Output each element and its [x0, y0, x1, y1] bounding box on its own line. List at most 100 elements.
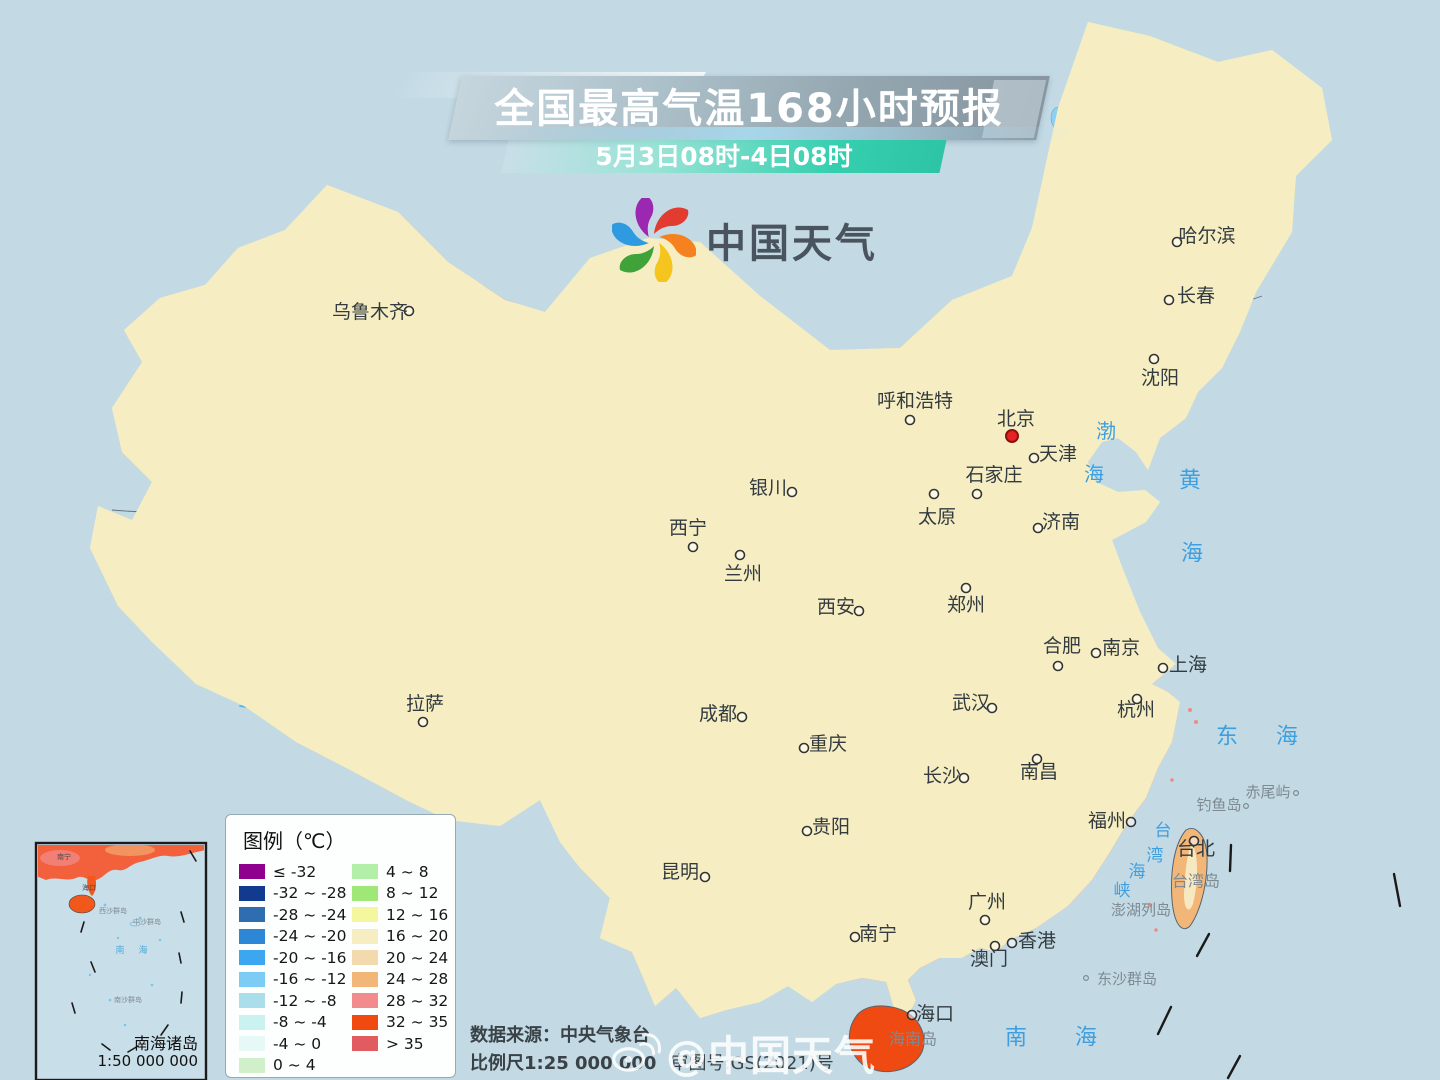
- legend-swatch: [352, 1014, 378, 1030]
- inset-dash-segment: [71, 1002, 76, 1014]
- inset-dash-segment: [90, 961, 96, 973]
- islet-marker: [1292, 789, 1299, 796]
- city: 重庆: [798, 733, 847, 755]
- legend-row: -4 ~ 0: [239, 1033, 352, 1055]
- sea-label: 台: [1155, 821, 1172, 841]
- data-source: 数据来源：中央气象台: [470, 1025, 650, 1046]
- sea-label: 海: [1181, 542, 1203, 567]
- city-marker: [801, 825, 813, 837]
- city: 太原: [918, 488, 956, 528]
- legend-label: -16 ~ -12: [273, 970, 347, 989]
- city: 武汉: [952, 692, 998, 714]
- city-label: 呼和浩特: [877, 390, 953, 412]
- islet-marker: [1082, 974, 1089, 981]
- city-marker: [1028, 452, 1040, 464]
- city-marker: [1171, 236, 1183, 248]
- city-label: 成都: [699, 703, 737, 725]
- city-marker: [849, 931, 861, 943]
- city-label: 银川: [749, 477, 787, 499]
- capital-marker: [1005, 429, 1019, 443]
- city: 西安: [817, 596, 865, 618]
- inset-dash-segment: [160, 1024, 169, 1036]
- city-marker: [1131, 693, 1143, 705]
- coastal-islets: [1147, 708, 1198, 932]
- city-marker: [699, 871, 711, 883]
- inset-dash-segment: [180, 991, 183, 1004]
- legend-label: 0 ~ 4: [273, 1056, 316, 1075]
- brand-name: 中国天气: [706, 221, 878, 267]
- legend-row: 32 ~ 35: [352, 1012, 452, 1034]
- legend-swatch: [352, 885, 378, 901]
- city-marker: [904, 414, 916, 426]
- legend-label: 28 ~ 32: [386, 991, 449, 1010]
- city: 香港: [1006, 930, 1056, 952]
- inset-scale: 1:50 000 000: [97, 1052, 198, 1070]
- legend-label: -20 ~ -16: [273, 948, 347, 967]
- legend-swatch: [239, 928, 265, 944]
- city: 南昌: [1020, 753, 1058, 783]
- city-label: 南昌: [1020, 761, 1058, 783]
- watermark: @中国天气: [610, 1022, 876, 1080]
- city-label: 西安: [817, 596, 855, 618]
- island-label: 海南岛: [889, 1030, 937, 1049]
- legend-label: -24 ~ -20: [273, 927, 347, 946]
- inset-label: 西沙群岛: [99, 906, 127, 915]
- city-label: 上海: [1169, 654, 1207, 676]
- islet-marker: [1242, 802, 1249, 809]
- legend-label: -4 ~ 0: [273, 1034, 322, 1053]
- city-marker: [687, 541, 699, 553]
- legend-label: 16 ~ 20: [386, 927, 449, 946]
- city-marker: [1031, 753, 1043, 765]
- city-marker: [1188, 835, 1200, 847]
- sea-label: 海: [1075, 1026, 1097, 1051]
- legend-swatch: [239, 864, 265, 880]
- legend-row: 8 ~ 12: [352, 883, 452, 905]
- city-label: 南宁: [859, 923, 897, 945]
- pinwheel-icon: [612, 198, 696, 282]
- city: 银川: [749, 477, 798, 499]
- island-label: 东沙群岛: [1097, 970, 1157, 988]
- inset-title: 南海诸岛: [133, 1034, 198, 1053]
- city-label: 天津: [1039, 443, 1077, 465]
- dash-segment: [1392, 872, 1402, 908]
- city-label: 重庆: [809, 733, 847, 755]
- page-title: 全国最高气温168小时预报: [494, 86, 1004, 132]
- city-marker: [928, 488, 940, 500]
- city: 杭州: [1117, 693, 1155, 721]
- inset-label: 南宁: [57, 852, 71, 861]
- city-marker: [986, 702, 998, 714]
- legend-label: -28 ~ -24: [273, 905, 347, 924]
- city-marker: [1163, 294, 1175, 306]
- city-label: 沈阳: [1141, 367, 1179, 389]
- legend-label: 12 ~ 16: [386, 905, 449, 924]
- map-scale-line: 比例尺1:25 000 000 审图号:GS(2021)号: [470, 1049, 834, 1075]
- legend-swatch: [352, 907, 378, 923]
- legend-row: 16 ~ 20: [352, 926, 452, 948]
- legend-swatch: [239, 1014, 265, 1030]
- city-label: 海口: [916, 1003, 954, 1025]
- sea-label: 渤: [1096, 419, 1116, 443]
- legend-swatch: [239, 950, 265, 966]
- inset-label: 南: [115, 944, 124, 956]
- legend-swatch: [239, 1057, 265, 1073]
- city: 海口: [906, 1003, 954, 1025]
- city-label: 北京: [997, 408, 1035, 430]
- legend-swatch: [352, 864, 378, 880]
- legend-column-right: 4 ~ 8 8 ~ 12 12 ~ 16 16 ~ 20 20 ~ 24 24 ~ 28 2…: [352, 861, 452, 1076]
- city: 长沙: [923, 765, 970, 787]
- legend-row: -24 ~ -20: [239, 926, 352, 948]
- legend-swatch: [239, 1036, 265, 1052]
- city-marker: [989, 940, 1001, 952]
- legend-row: 28 ~ 32: [352, 990, 452, 1012]
- forecast-period: 5月3日08时-4日08时: [595, 142, 853, 171]
- city-marker: [958, 772, 970, 784]
- city-label: 澳门: [970, 948, 1008, 970]
- legend-swatch: [352, 1036, 378, 1052]
- city: 拉萨: [406, 693, 444, 728]
- inset-label: 海: [138, 944, 147, 956]
- legend-label: 4 ~ 8: [386, 862, 429, 881]
- legend-row: > 35: [352, 1033, 452, 1055]
- sea-label: 黄: [1179, 469, 1201, 494]
